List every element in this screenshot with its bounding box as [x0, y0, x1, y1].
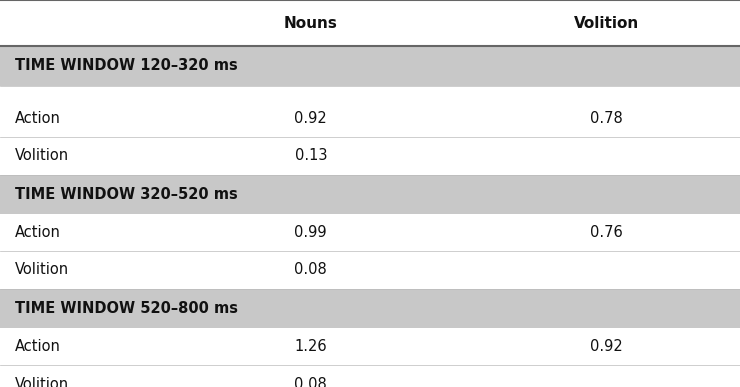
Text: Volition: Volition [574, 15, 639, 31]
Text: Volition: Volition [15, 377, 69, 387]
Text: Volition: Volition [15, 262, 69, 277]
Text: TIME WINDOW 120–320 ms: TIME WINDOW 120–320 ms [15, 58, 238, 74]
Text: 0.08: 0.08 [295, 377, 327, 387]
FancyBboxPatch shape [0, 289, 740, 328]
FancyBboxPatch shape [0, 175, 740, 214]
Text: 1.26: 1.26 [295, 339, 327, 354]
Text: Action: Action [15, 111, 61, 126]
FancyBboxPatch shape [0, 46, 740, 86]
Text: 0.99: 0.99 [295, 225, 327, 240]
Text: 0.08: 0.08 [295, 262, 327, 277]
Text: Action: Action [15, 225, 61, 240]
Text: Nouns: Nouns [284, 15, 337, 31]
Text: 0.92: 0.92 [295, 111, 327, 126]
Text: TIME WINDOW 520–800 ms: TIME WINDOW 520–800 ms [15, 301, 238, 316]
Text: Action: Action [15, 339, 61, 354]
Text: Volition: Volition [15, 149, 69, 163]
Text: 0.13: 0.13 [295, 149, 327, 163]
Text: 0.76: 0.76 [591, 225, 623, 240]
Text: TIME WINDOW 320–520 ms: TIME WINDOW 320–520 ms [15, 187, 238, 202]
Text: 0.92: 0.92 [591, 339, 623, 354]
Text: 0.78: 0.78 [591, 111, 623, 126]
